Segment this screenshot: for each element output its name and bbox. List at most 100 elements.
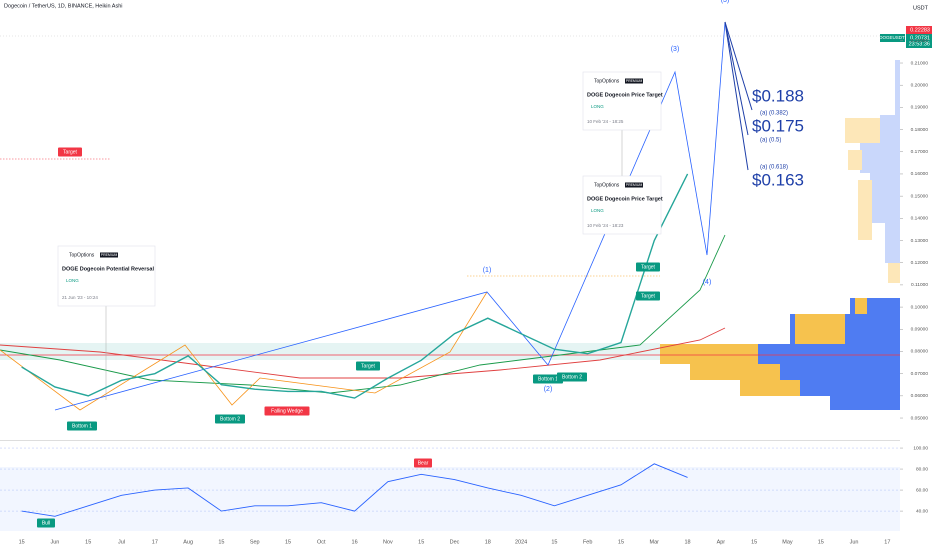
- tag-box: [414, 458, 432, 468]
- card-brand: TopOptions: [594, 78, 620, 84]
- y-tick-label: 0.08000: [911, 349, 929, 355]
- x-tick-label: 15: [818, 539, 824, 545]
- tag-label: Bear: [418, 460, 429, 466]
- y-tick-label: 0.14000: [911, 216, 929, 222]
- x-tick-label: 15: [85, 539, 91, 545]
- rsi-band: [0, 467, 900, 531]
- x-tick-label: Dec: [450, 539, 460, 545]
- tag-box: [215, 414, 245, 424]
- y-tick-label: 0.10000: [911, 304, 929, 310]
- card-brand: TopOptions: [594, 182, 620, 188]
- x-tick-label: Oct: [317, 539, 326, 545]
- countdown: 23:53:36: [909, 41, 930, 47]
- price-badge: [906, 34, 932, 48]
- tag-label: Bottom 1: [72, 423, 92, 429]
- price-badge: [906, 26, 932, 34]
- card-badge: [625, 182, 643, 188]
- mark-price: 0.20731: [910, 35, 930, 41]
- tag-label: Bull: [42, 520, 50, 526]
- y-tick-label: 0.22000: [911, 38, 929, 44]
- idea-card: [582, 71, 662, 131]
- card-badge-text: PREMIUM: [101, 253, 118, 257]
- tag-label: Falling Wedge: [271, 408, 303, 414]
- x-tick-label: May: [782, 539, 793, 545]
- idea-card: [582, 175, 662, 235]
- tag-box: [37, 518, 55, 528]
- symbol-badge: [880, 34, 905, 42]
- x-tick-label: 15: [218, 539, 224, 545]
- pane-divider: [0, 440, 900, 441]
- card-title: DOGE Dogecoin Potential Reversal: [62, 266, 154, 272]
- x-tick-label: Jul: [118, 539, 125, 545]
- wave-label: (1): [483, 267, 492, 274]
- fib-level: (a) (0.618): [760, 165, 788, 171]
- x-tick-label: 15: [618, 539, 624, 545]
- tag-box: [356, 361, 380, 371]
- x-tick-label: 16: [352, 539, 358, 545]
- y-tick-label: 0.16000: [911, 171, 929, 177]
- y-tick-label: 80.00: [916, 466, 928, 472]
- target-price: $0.175: [752, 116, 804, 135]
- card-date: 21 Jun '23 - 10:24: [62, 295, 98, 300]
- fib-level: (a) (0.5): [760, 138, 781, 144]
- y-tick-label: 0.06000: [911, 393, 929, 399]
- y-tick-label: 0.07000: [911, 371, 929, 377]
- moving-average: [0, 234, 726, 394]
- wave-label: (2): [544, 386, 553, 393]
- x-tick-label: 15: [19, 539, 25, 545]
- x-tick-label: Aug: [183, 539, 193, 545]
- symbol-title: Dogecoin / TetherUS, 1D, BINANCE, Heikin…: [4, 3, 123, 9]
- symbol: DOGEUSDT: [879, 35, 905, 40]
- fib-level: (a) (0.382): [760, 111, 788, 117]
- card-title: DOGE Dogecoin Price Target: [587, 196, 663, 202]
- x-tick-label: 18: [685, 539, 691, 545]
- x-tick-label: 18: [485, 539, 491, 545]
- y-tick-label: 0.20000: [911, 82, 929, 88]
- volume-profile: [660, 60, 907, 410]
- tag-label: Bottom 1: [538, 376, 558, 382]
- x-tick-label: Sep: [250, 539, 260, 545]
- card-date: 10 Feb '24 - 18:25: [587, 119, 624, 124]
- currency: USDT: [913, 5, 929, 11]
- card-date: 10 Feb '24 - 18:23: [587, 223, 624, 228]
- price-axis: [900, 0, 932, 550]
- card-direction: LONG: [591, 104, 604, 109]
- tag-box: [67, 421, 97, 431]
- x-tick-label: Feb: [583, 539, 592, 545]
- x-tick-label: Nov: [383, 539, 393, 545]
- tag-box: [557, 372, 587, 382]
- tag-label: Target: [63, 149, 78, 155]
- wave-label: (3): [721, 0, 730, 4]
- y-tick-label: 60.00: [916, 487, 928, 493]
- rsi-line: [21, 463, 688, 517]
- tag-label: Target: [361, 363, 376, 369]
- y-tick-label: 0.13000: [911, 238, 929, 244]
- y-tick-label: 0.09000: [911, 327, 929, 333]
- range-box: [0, 343, 660, 360]
- price-line: [21, 173, 689, 399]
- tag-box: [636, 291, 660, 301]
- card-badge: [625, 78, 643, 84]
- card-direction: LONG: [591, 208, 604, 213]
- tag-box: [264, 406, 310, 416]
- tag-box: [636, 262, 660, 272]
- wave-label: (4): [703, 279, 712, 286]
- target-price: $0.188: [752, 86, 804, 105]
- y-tick-label: 0.19000: [911, 105, 929, 111]
- y-tick-label: 0.21000: [911, 60, 929, 66]
- moving-average: [0, 327, 726, 379]
- y-tick-label: 0.12000: [911, 260, 929, 266]
- tag-box: [58, 147, 82, 157]
- y-tick-label: 0.11000: [911, 282, 928, 288]
- y-tick-label: 0.18000: [911, 127, 929, 133]
- card-title: DOGE Dogecoin Price Target: [587, 92, 663, 98]
- x-tick-label: Apr: [717, 539, 726, 545]
- target-arrows: [724, 21, 753, 171]
- x-tick-label: Mar: [650, 539, 660, 545]
- x-tick-label: Jun: [51, 539, 60, 545]
- wave-label: (3): [671, 46, 680, 53]
- tag-label: Target: [641, 293, 656, 299]
- last-price: 0.22283: [910, 27, 930, 33]
